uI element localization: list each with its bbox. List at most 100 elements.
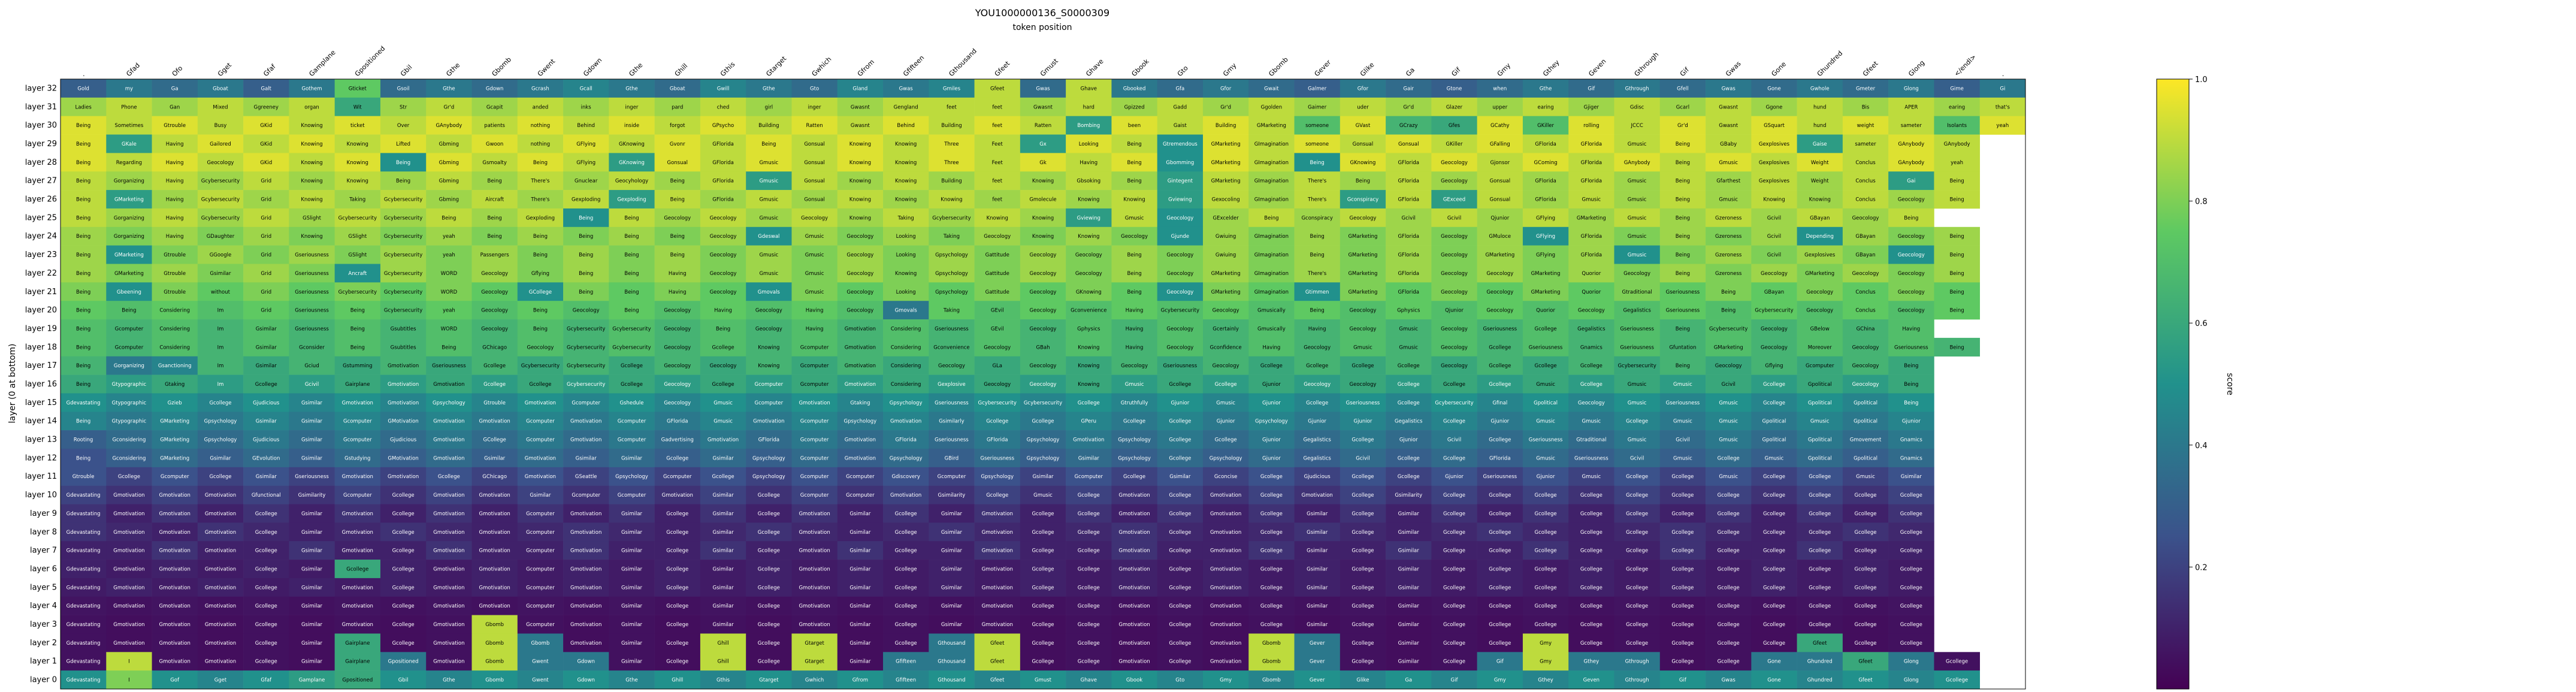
- heatmap-cell: [746, 264, 792, 283]
- cell-label: Gonsual: [1490, 197, 1511, 203]
- cell-label: Im: [217, 363, 224, 369]
- cell-label: Gconsidering: [112, 437, 146, 443]
- cell-label: Being: [579, 234, 593, 240]
- cell-label: Gmotivation: [342, 585, 373, 591]
- heatmap-cell: [1568, 282, 1614, 301]
- heatmap-cell: [1294, 282, 1341, 301]
- cell-label: Gsimilar: [621, 603, 643, 609]
- cell-label: Gcollege: [1443, 548, 1465, 554]
- cell-label: Being: [670, 197, 685, 203]
- cell-label: Gconsider: [299, 345, 325, 350]
- cell-label: Gmusic: [805, 271, 824, 277]
- heatmap-cell: [106, 116, 152, 135]
- heatmap-cell: [426, 412, 472, 431]
- cell-label: Ghave: [1081, 678, 1097, 684]
- cell-label: Gmeter: [1856, 86, 1876, 92]
- cell-label: Gcybersecurity: [201, 215, 240, 221]
- cell-label: Gmusic: [1536, 419, 1555, 425]
- heatmap-cell: [1751, 301, 1797, 320]
- cell-label: Gcrash: [531, 86, 549, 92]
- heatmap-cell: [517, 374, 564, 394]
- heatmap-cell: [1888, 208, 1934, 228]
- cell-label: Gcomputer: [343, 437, 372, 443]
- cell-label: Gcollege: [1443, 566, 1465, 572]
- cell-label: Gpolitical: [1808, 455, 1832, 461]
- heatmap-cell: [380, 245, 427, 264]
- heatmap-cell: [61, 412, 107, 431]
- cell-label: Gcollege: [712, 382, 734, 388]
- cell-label: Gpolitical: [1854, 419, 1877, 425]
- heatmap-cell: [1568, 79, 1614, 98]
- heatmap-cell: [746, 319, 792, 339]
- cell-label: Gcollege: [1854, 530, 1876, 536]
- cell-label: Knowing: [1032, 215, 1054, 221]
- x-tick-label: Gthrough: [1633, 50, 1661, 78]
- cell-label: Gr'd: [1403, 104, 1414, 110]
- cell-label: Gticket: [349, 86, 367, 92]
- cell-label: Gcollege: [1809, 474, 1831, 480]
- heatmap-cell: [1111, 153, 1157, 172]
- heatmap-cell: [974, 79, 1021, 98]
- cell-label: Geocology: [710, 215, 737, 221]
- cell-label: Gcollege: [1489, 382, 1511, 388]
- cell-label: Gseriousness: [1529, 345, 1563, 350]
- heatmap-cell: [1659, 319, 1706, 339]
- cell-label: Being: [76, 252, 90, 258]
- cell-label: Gfor: [1357, 86, 1369, 92]
- heatmap-cell: [61, 245, 107, 264]
- heatmap-cell: [883, 356, 929, 375]
- cell-label: Gpolitical: [1854, 455, 1877, 461]
- heatmap-cell: [563, 134, 609, 153]
- cell-label: Gnuclear: [575, 179, 598, 185]
- x-tick-label: Gbomb: [1267, 56, 1289, 78]
- heatmap-cell: [1386, 337, 1432, 357]
- heatmap-cell: [1522, 393, 1569, 412]
- heatmap-cell: [152, 171, 198, 191]
- heatmap-cell: [563, 97, 609, 116]
- cell-label: Gcarl: [1676, 104, 1689, 110]
- cell-label: Gmotivation: [113, 603, 144, 609]
- heatmap-cell: [289, 153, 335, 172]
- cell-label: Gmotivation: [1210, 622, 1241, 628]
- cell-label: when: [1493, 86, 1507, 92]
- heatmap-cell: [974, 319, 1021, 339]
- cell-label: Conclus: [1855, 197, 1876, 203]
- heatmap-cell: [517, 226, 564, 246]
- x-tick-label: Gamplane: [307, 49, 337, 78]
- heatmap-cell: [1797, 337, 1843, 357]
- cell-label: Gcollege: [666, 455, 688, 461]
- cell-label: Considering: [891, 382, 921, 388]
- cell-label: GFlorida: [712, 197, 734, 203]
- heatmap-cell: [1522, 116, 1569, 135]
- cell-label: Gmotivation: [845, 382, 876, 388]
- heatmap-cell: [1248, 208, 1295, 228]
- cell-label: Being: [1676, 326, 1690, 332]
- cell-label: Gmotivation: [799, 530, 830, 536]
- heatmap-cell: [61, 190, 107, 209]
- heatmap-cell: [517, 153, 564, 172]
- heatmap-cell: [1659, 153, 1706, 172]
- cell-label: Geven: [1583, 678, 1600, 684]
- heatmap-cell: [289, 97, 335, 116]
- cell-label: Gexplosives: [1759, 141, 1790, 147]
- cell-label: Gmotivation: [845, 455, 876, 461]
- cell-label: Gmotivation: [479, 419, 510, 425]
- cell-label: Gmotivation: [708, 437, 739, 443]
- cell-label: Gpolitical: [1854, 400, 1877, 406]
- heatmap-cell: [974, 134, 1021, 153]
- cell-label: Gmotivation: [1118, 548, 1150, 554]
- heatmap-cell: [197, 245, 244, 264]
- cell-label: Ggreeney: [254, 104, 279, 110]
- heatmap-cell: [1888, 190, 1934, 209]
- cell-label: Building: [758, 123, 779, 129]
- cell-label: Gcollege: [1352, 640, 1374, 646]
- cell-label: Gcollege: [758, 659, 780, 665]
- row-label: layer 23: [25, 250, 57, 259]
- heatmap-cell: [1020, 116, 1066, 135]
- heatmap-cell: [197, 153, 244, 172]
- heatmap-cell: [1340, 226, 1386, 246]
- row-label: layer 5: [30, 583, 57, 592]
- cell-label: Gfeet: [1858, 659, 1873, 665]
- heatmap-cell: [1386, 171, 1432, 191]
- heatmap-cell: [746, 245, 792, 264]
